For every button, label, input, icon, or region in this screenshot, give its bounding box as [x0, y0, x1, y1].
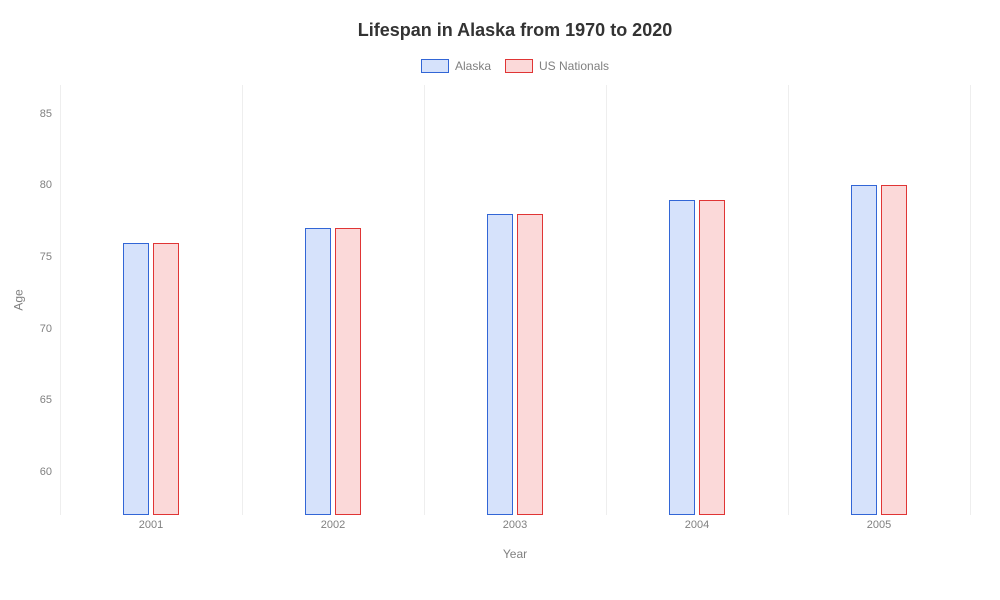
- bar-alaska-2005[interactable]: [851, 185, 877, 515]
- legend-swatch-alaska: [421, 59, 449, 73]
- x-tick: 2005: [867, 519, 891, 531]
- legend-item-alaska[interactable]: Alaska: [421, 59, 491, 73]
- grid-line: [970, 85, 971, 515]
- bar-us-nationals-2002[interactable]: [335, 228, 361, 515]
- x-tick: 2003: [503, 519, 527, 531]
- y-tick: 80: [40, 179, 52, 191]
- chart-container: Lifespan in Alaska from 1970 to 2020 Ala…: [0, 0, 1000, 600]
- chart-title: Lifespan in Alaska from 1970 to 2020: [60, 20, 970, 41]
- x-tick: 2001: [139, 519, 163, 531]
- y-tick: 65: [40, 394, 52, 406]
- plot-area: Age 606570758085 20012002200320042005 Ye…: [60, 85, 970, 515]
- x-tick: 2002: [321, 519, 345, 531]
- bar-us-nationals-2005[interactable]: [881, 185, 907, 515]
- y-axis: 60 65 70 75 80 85: [20, 85, 60, 515]
- x-tick: 2004: [685, 519, 709, 531]
- y-tick: 70: [40, 323, 52, 335]
- legend-label-alaska: Alaska: [455, 59, 491, 73]
- bar-alaska-2001[interactable]: [123, 243, 149, 515]
- legend-label-us: US Nationals: [539, 59, 609, 73]
- bar-alaska-2002[interactable]: [305, 228, 331, 515]
- legend: Alaska US Nationals: [60, 59, 970, 73]
- y-tick: 75: [40, 251, 52, 263]
- x-axis-label: Year: [503, 547, 527, 561]
- y-tick: 60: [40, 466, 52, 478]
- bar-us-nationals-2003[interactable]: [517, 214, 543, 515]
- bar-us-nationals-2001[interactable]: [153, 243, 179, 515]
- legend-swatch-us: [505, 59, 533, 73]
- x-axis-ticks: 2001 2002 2003 2004 2005: [60, 519, 970, 537]
- bars-layer: [60, 85, 970, 515]
- bar-us-nationals-2004[interactable]: [699, 200, 725, 515]
- legend-item-us[interactable]: US Nationals: [505, 59, 609, 73]
- y-tick: 85: [40, 108, 52, 120]
- bar-alaska-2004[interactable]: [669, 200, 695, 515]
- bar-alaska-2003[interactable]: [487, 214, 513, 515]
